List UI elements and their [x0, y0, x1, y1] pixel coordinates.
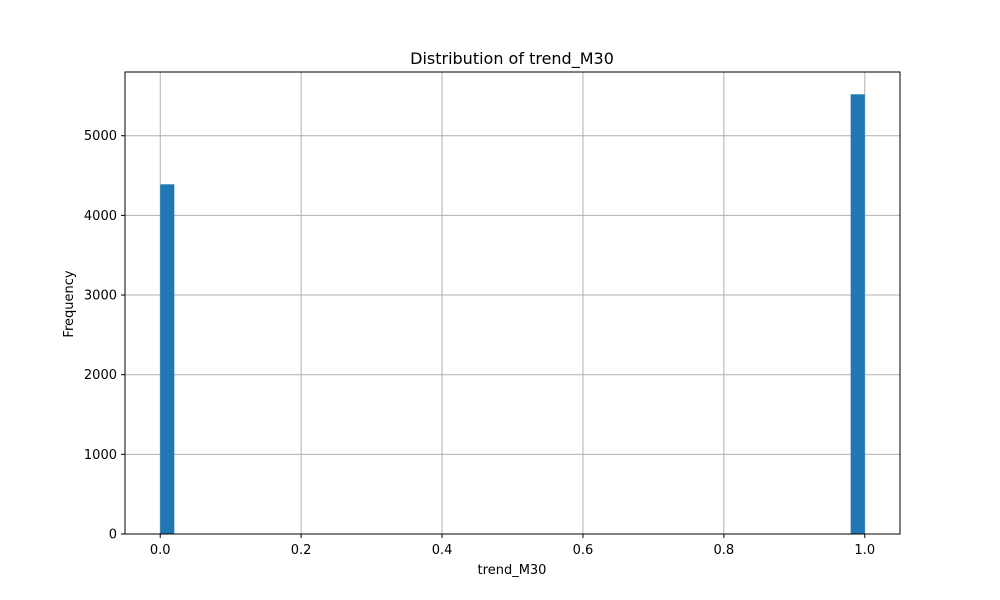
- chart-title: Distribution of trend_M30: [410, 49, 614, 69]
- y-tick-label-5: 5000: [84, 129, 117, 144]
- x-axis-ticks: 0.0 0.2 0.4 0.6 0.8 1.0: [150, 534, 875, 558]
- x-tick-label-0: 0.0: [150, 543, 171, 558]
- y-axis-label: Frequency: [62, 270, 77, 337]
- histogram-bar-0: [160, 184, 175, 535]
- x-tick-label-1: 0.2: [291, 543, 312, 558]
- histogram-bar-1: [850, 94, 865, 534]
- y-axis-ticks: 0 1000 2000 3000 4000 5000: [84, 129, 125, 543]
- bars: [160, 94, 865, 535]
- grid-lines: [125, 72, 900, 535]
- y-tick-label-4: 4000: [84, 209, 117, 224]
- x-tick-label-5: 1.0: [854, 543, 875, 558]
- y-tick-label-0: 0: [109, 528, 117, 543]
- y-tick-label-3: 3000: [84, 289, 117, 304]
- plot-frame: [124, 71, 901, 535]
- y-tick-label-2: 2000: [84, 368, 117, 383]
- x-tick-label-4: 0.8: [714, 543, 735, 558]
- x-tick-label-2: 0.4: [432, 543, 453, 558]
- y-tick-label-1: 1000: [84, 448, 117, 463]
- x-axis-label: trend_M30: [478, 563, 547, 578]
- x-tick-label-3: 0.6: [573, 543, 594, 558]
